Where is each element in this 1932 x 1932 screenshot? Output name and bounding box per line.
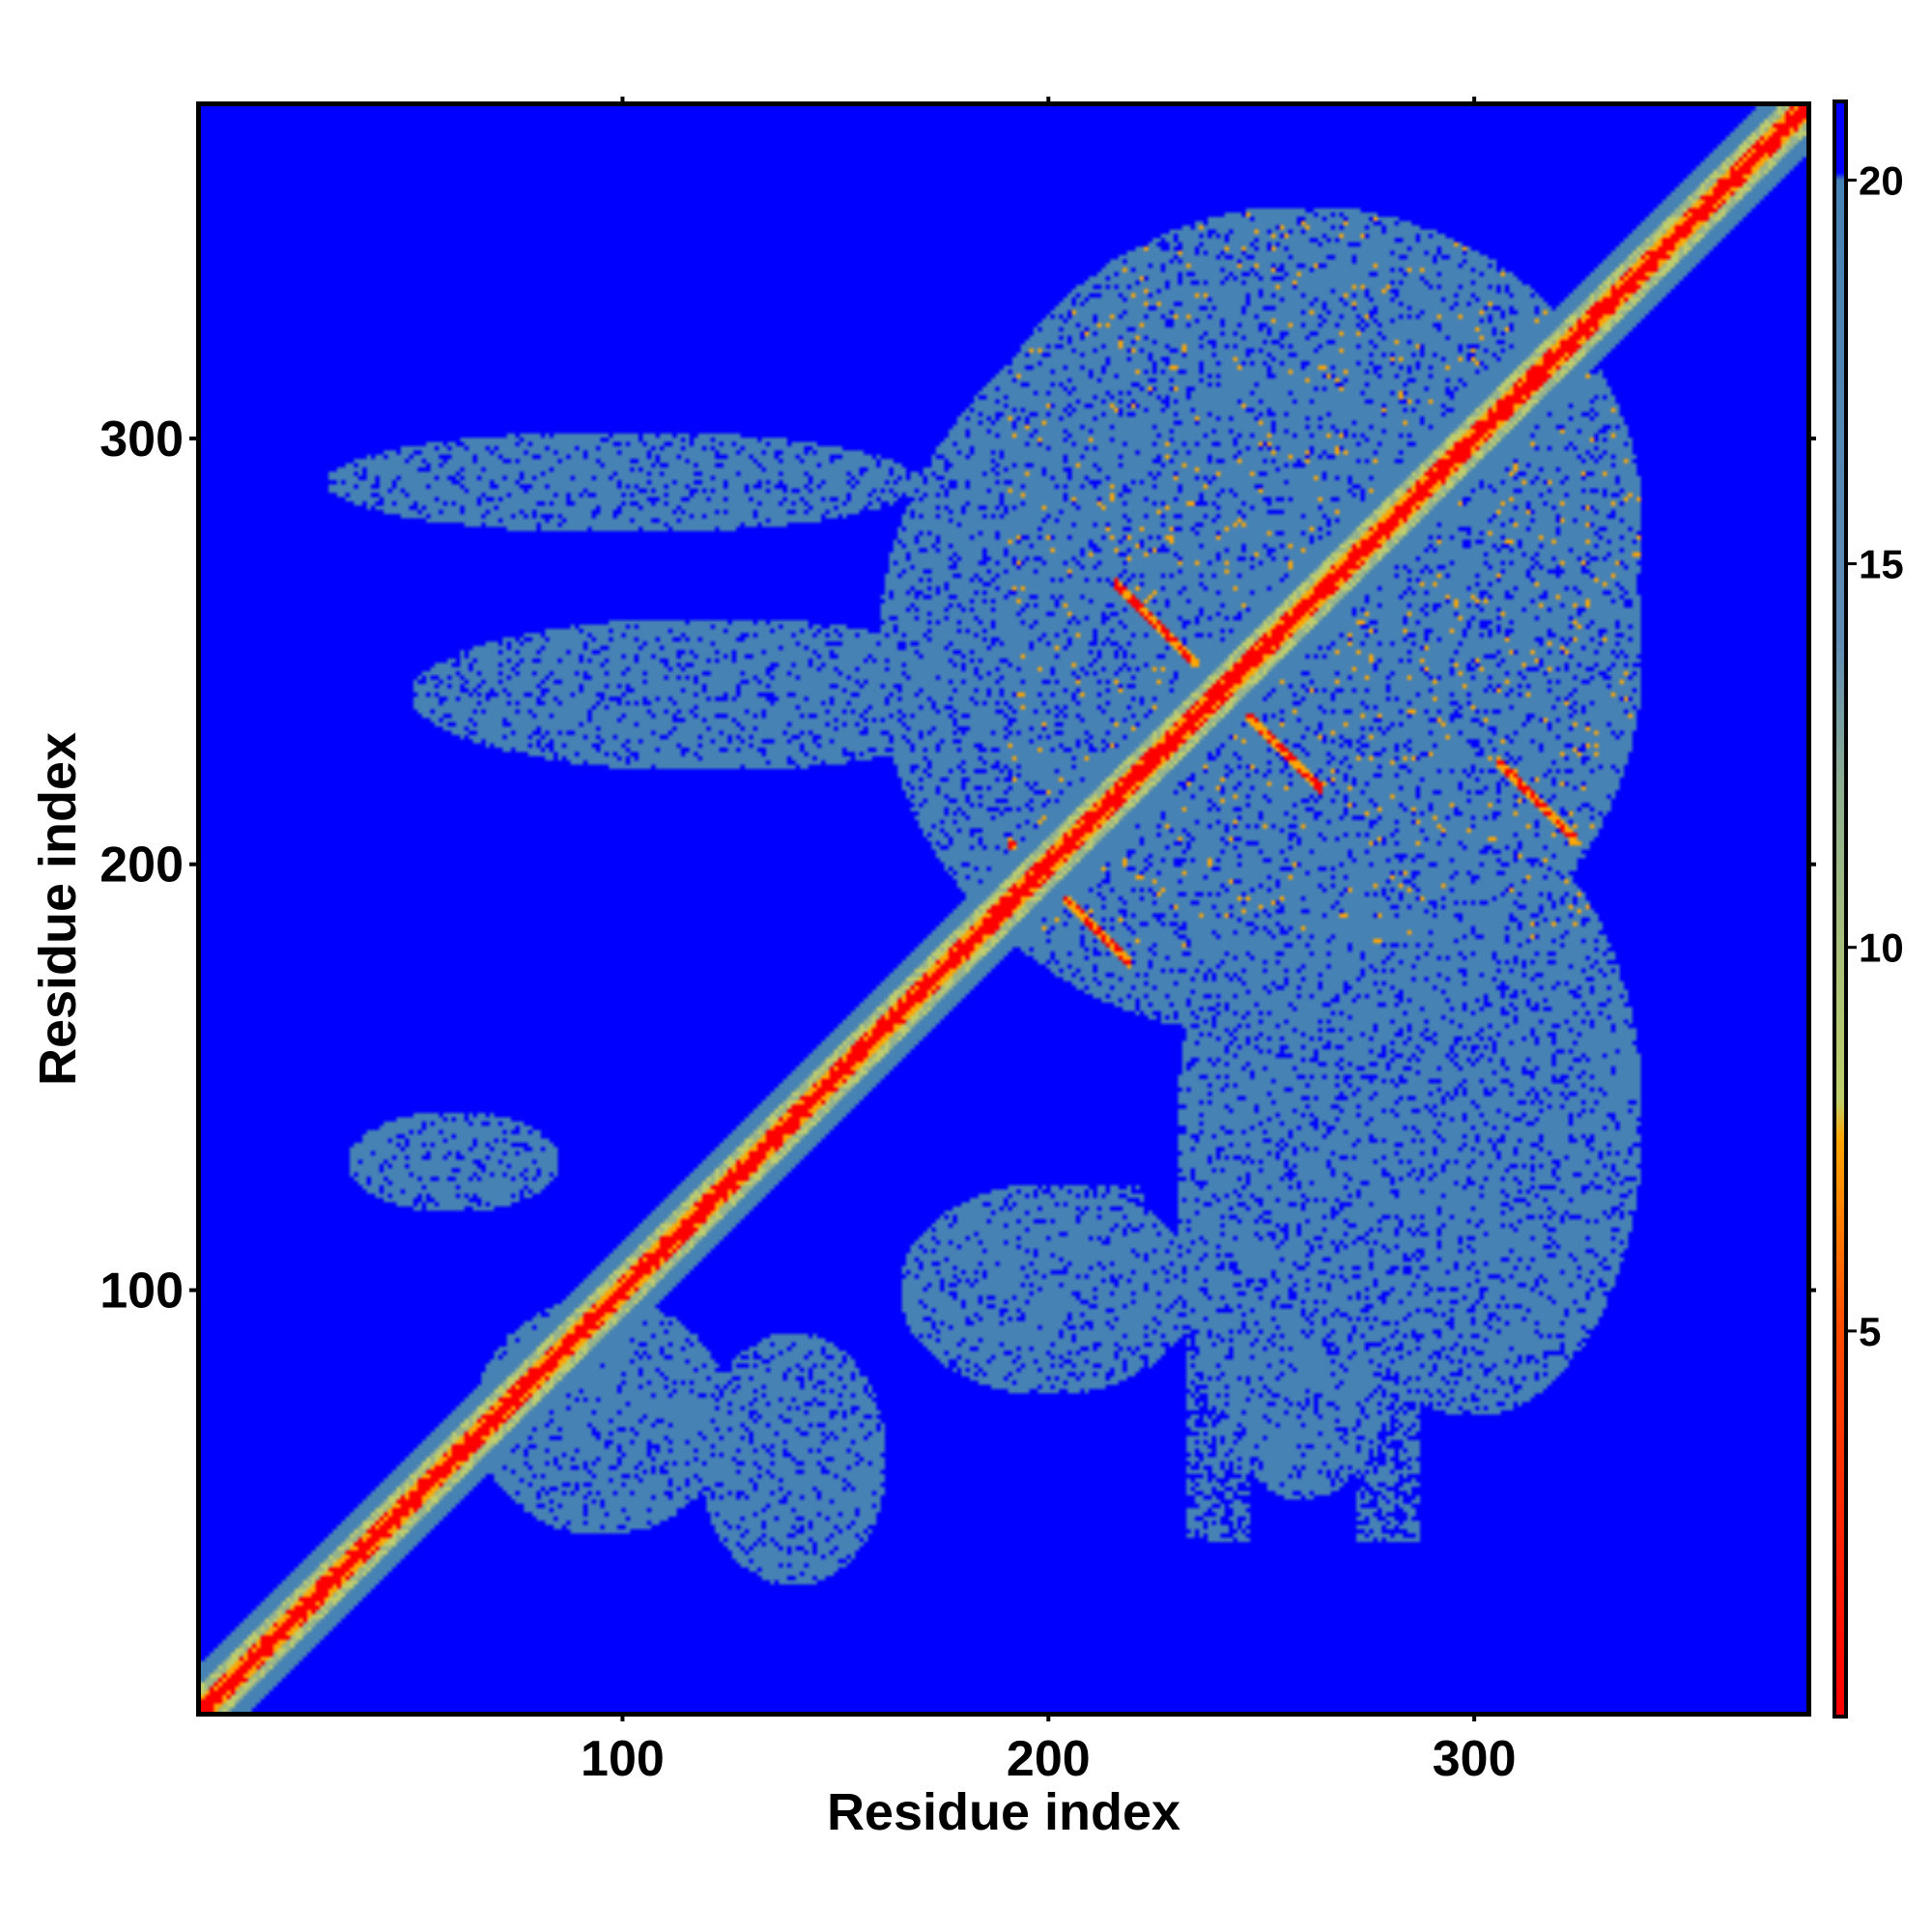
y-tick-label: 300 (99, 412, 184, 468)
colorbar-tick-label: 20 (1859, 157, 1904, 203)
x-tick-label: 300 (1433, 1731, 1517, 1787)
x-tick-label: 200 (1007, 1731, 1091, 1787)
heatmap-plot-area (196, 101, 1811, 1717)
colorbar-tick-label: 10 (1859, 925, 1904, 971)
colorbar (1833, 99, 1848, 1719)
y-tick-label: 200 (99, 838, 184, 894)
colorbar-tick-label: 5 (1859, 1309, 1881, 1354)
y-axis-title: Residue index (29, 732, 87, 1086)
y-tick-label: 100 (99, 1264, 184, 1320)
distance-heatmap (201, 106, 1806, 1712)
colorbar-gradient (1836, 103, 1844, 1715)
x-axis-title: Residue index (827, 1783, 1180, 1841)
colorbar-tick-label: 15 (1859, 542, 1904, 587)
x-tick-label: 100 (581, 1731, 665, 1787)
